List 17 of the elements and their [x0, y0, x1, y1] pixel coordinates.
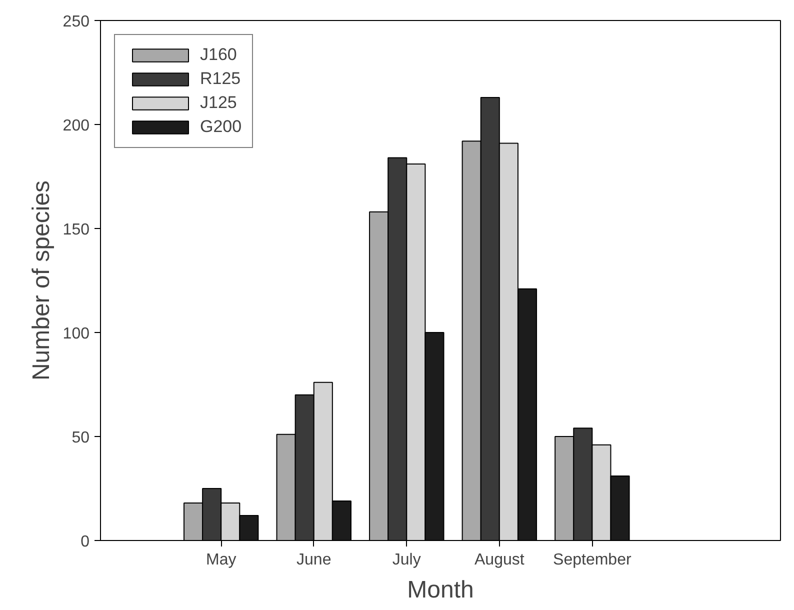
x-tick-label: August	[474, 552, 525, 568]
x-axis-title: Month	[407, 576, 474, 604]
y-tick-label: 250	[62, 14, 90, 30]
y-tick-label: 150	[62, 222, 90, 238]
x-tick-label: June	[296, 552, 332, 568]
y-tick-label: 0	[80, 534, 90, 550]
x-tick-label: May	[206, 552, 236, 568]
y-axis-title: Number of species	[28, 180, 55, 381]
x-tick-label: July	[392, 552, 421, 568]
y-tick-label: 200	[62, 118, 90, 134]
y-tick-label: 50	[72, 430, 90, 446]
legend-label: G200	[200, 117, 242, 137]
y-tick-label: 100	[62, 326, 90, 342]
legend-label: R125	[200, 69, 241, 89]
legend-label: J125	[200, 93, 237, 113]
x-tick-label: September	[553, 552, 632, 568]
legend-label: J160	[200, 45, 237, 65]
